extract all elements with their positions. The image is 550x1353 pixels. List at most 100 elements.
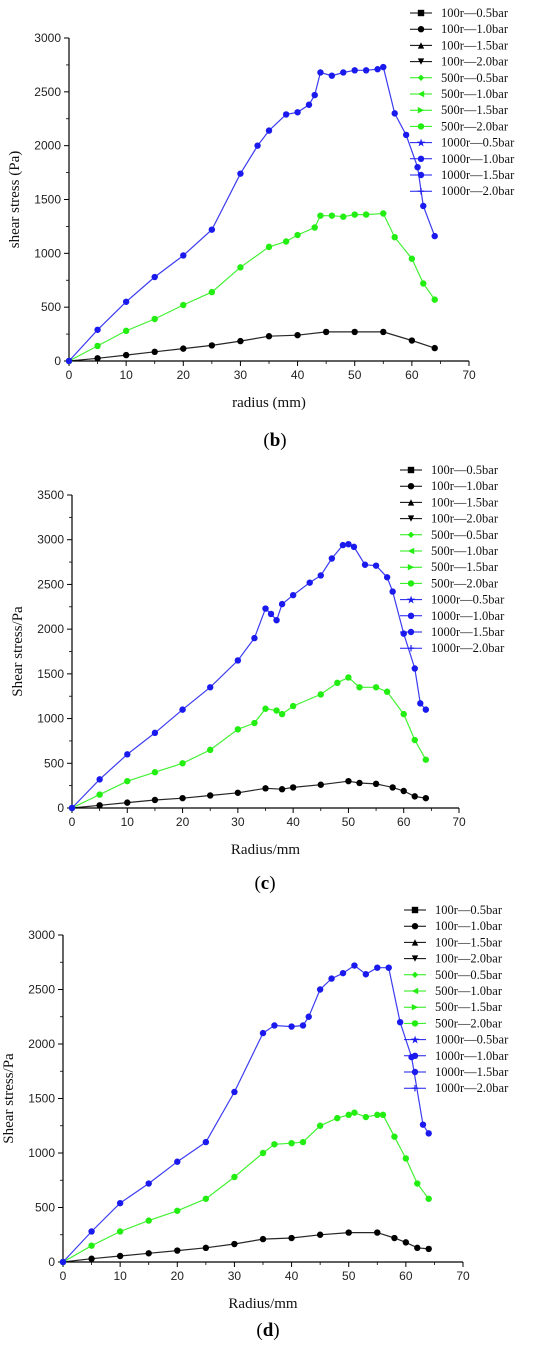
y-tick-label: 3000 xyxy=(37,533,64,547)
data-point-500r xyxy=(231,1173,238,1181)
data-point-1000r xyxy=(414,164,421,171)
legend-marker xyxy=(411,987,419,995)
data-point-1000r xyxy=(339,541,347,549)
data-point-500r xyxy=(179,760,186,767)
data-point-1000r xyxy=(289,591,297,599)
data-point-500r xyxy=(294,231,301,239)
data-point-100r xyxy=(234,789,242,796)
data-point-500r xyxy=(273,707,280,714)
legend-marker xyxy=(407,580,415,587)
data-point-100r xyxy=(431,344,438,352)
data-point-1000r xyxy=(151,729,159,737)
data-point-500r xyxy=(345,1111,352,1119)
data-point-500r xyxy=(374,1111,381,1119)
data-point-1000r xyxy=(65,357,73,365)
data-point-500r xyxy=(356,684,363,691)
x-tick-label: 60 xyxy=(399,1269,413,1283)
legend-entry: 1000r—1.0bar xyxy=(431,609,505,623)
data-point-100r xyxy=(96,802,103,809)
data-point-100r xyxy=(124,799,131,806)
y-tick-label: 500 xyxy=(44,756,64,770)
legend-marker: ★ xyxy=(406,595,416,607)
data-point-1000r xyxy=(122,298,130,305)
y-axis-title: Shear stress/Pa xyxy=(1,1053,17,1144)
y-tick-label: 1500 xyxy=(37,667,64,681)
data-point-100r xyxy=(317,781,324,788)
x-tick-label: 50 xyxy=(342,1269,356,1283)
legend-marker xyxy=(407,515,415,522)
data-point-500r xyxy=(425,1195,432,1202)
y-tick-label: 1500 xyxy=(28,1092,55,1106)
x-tick-label: 10 xyxy=(113,1269,127,1283)
data-point-1000r xyxy=(273,617,280,624)
y-tick-label: 1000 xyxy=(37,712,64,726)
data-point-500r xyxy=(151,769,159,776)
data-point-100r xyxy=(237,337,244,345)
x-tick-label: 10 xyxy=(121,815,135,829)
legend-entry: 500r—1.5bar xyxy=(435,1000,503,1014)
y-tick-label: 3000 xyxy=(34,31,61,45)
legend-entry: 1000r—1.5bar xyxy=(441,168,515,182)
legend-entry: 1000r—0.5bar xyxy=(441,136,515,150)
legend-marker xyxy=(417,171,425,179)
data-point-100r xyxy=(316,1231,324,1238)
data-point-500r xyxy=(391,1133,398,1140)
data-point-500r xyxy=(311,224,318,231)
data-point-1000r xyxy=(207,684,214,691)
legend-entry: 1000r—1.0bar xyxy=(441,152,515,166)
data-point-500r xyxy=(234,726,242,733)
data-point-1000r xyxy=(400,630,407,637)
y-tick-label: 500 xyxy=(35,1201,55,1215)
legend-entry: 500r—0.5bar xyxy=(435,968,503,982)
y-tick-label: 2500 xyxy=(34,85,61,99)
data-point-100r xyxy=(402,1239,410,1246)
data-point-500r xyxy=(262,705,269,712)
data-point-1000r xyxy=(306,579,313,586)
data-point-500r xyxy=(362,1113,370,1121)
data-point-100r xyxy=(425,1245,432,1253)
legend-entry: 500r—1.5bar xyxy=(441,103,509,117)
data-point-100r xyxy=(389,784,396,791)
data-point-1000r xyxy=(362,67,370,74)
data-point-500r xyxy=(88,1242,95,1249)
legend-entry: 500r—0.5bar xyxy=(431,528,499,542)
data-point-500r xyxy=(202,1195,210,1202)
data-point-1000r xyxy=(362,971,370,978)
legend-entry: 1000r—0.5bar xyxy=(435,1033,509,1047)
legend-marker xyxy=(417,188,425,195)
panel-label-c: (c) xyxy=(254,873,275,894)
data-point-100r xyxy=(278,786,286,793)
legend-marker xyxy=(411,1020,419,1027)
data-point-500r xyxy=(317,691,324,698)
x-axis-title: Radius/mm xyxy=(228,1296,298,1312)
data-point-100r xyxy=(345,777,352,785)
series-line-1000r xyxy=(71,543,427,809)
chart-b: 0 10 20 30 40 50 60 70 0 500 1000 1500 2000 2500 3000 r… xyxy=(7,6,515,411)
x-tick-label: 60 xyxy=(397,815,411,829)
data-point-100r xyxy=(400,787,407,795)
data-point-500r xyxy=(299,1138,307,1146)
x-tick-label: 70 xyxy=(462,368,476,382)
legend-marker: ★ xyxy=(416,138,426,150)
legend-marker xyxy=(417,74,425,81)
x-tick-label: 30 xyxy=(234,368,248,382)
data-point-1000r xyxy=(374,964,381,971)
data-point-1000r xyxy=(396,1019,404,1026)
legend-entry: 1000r—1.5bar xyxy=(435,1065,509,1079)
data-point-100r xyxy=(151,796,159,804)
data-point-500r xyxy=(207,746,214,754)
chart-c: 0 10 20 30 40 50 60 70 0 500 1000 1500 2000 2500 3000 3… xyxy=(10,463,505,858)
panel-label-d: (d) xyxy=(256,1320,279,1341)
legend-marker xyxy=(411,1052,419,1060)
x-tick-label: 40 xyxy=(286,815,300,829)
data-point-1000r xyxy=(180,252,187,259)
y-axis-title: shear stress (Pa) xyxy=(7,151,23,248)
legend-marker xyxy=(411,906,419,914)
data-point-100r xyxy=(422,794,430,802)
data-point-1000r xyxy=(151,273,158,281)
x-tick-label: 0 xyxy=(66,368,73,382)
y-tick-label: 3000 xyxy=(28,928,55,942)
data-point-1000r xyxy=(305,101,313,108)
data-point-100r xyxy=(372,780,380,788)
legend-entry: 100r—1.0bar xyxy=(435,919,503,933)
